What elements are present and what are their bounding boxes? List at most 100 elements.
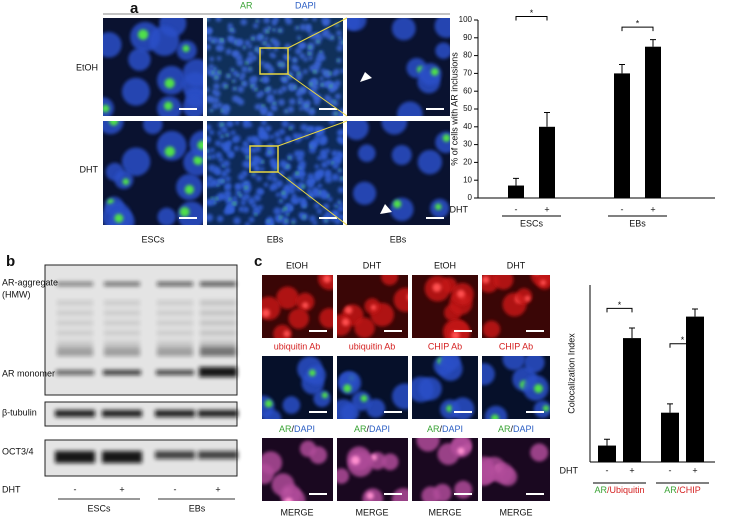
inclusion bbox=[524, 295, 531, 302]
cell bbox=[347, 451, 374, 477]
cells bbox=[207, 18, 343, 116]
bar bbox=[623, 338, 641, 462]
cell bbox=[221, 81, 229, 89]
inclusion bbox=[264, 399, 273, 408]
cell bbox=[332, 84, 339, 91]
treatment: - bbox=[174, 484, 177, 494]
inclusion bbox=[197, 140, 203, 150]
cell bbox=[391, 18, 416, 41]
separator: / bbox=[439, 424, 442, 434]
inclusion bbox=[282, 191, 285, 195]
cell bbox=[311, 83, 319, 91]
inclusion bbox=[252, 172, 255, 175]
cell bbox=[232, 70, 239, 76]
micrograph bbox=[412, 275, 478, 338]
cell bbox=[333, 203, 339, 209]
cell bbox=[266, 96, 274, 104]
inclusion bbox=[122, 178, 130, 186]
cell bbox=[297, 96, 303, 102]
cell bbox=[289, 188, 296, 195]
cell bbox=[336, 136, 343, 143]
cell bbox=[295, 292, 315, 312]
zoom-box bbox=[259, 47, 289, 75]
cell bbox=[222, 160, 230, 168]
cell bbox=[296, 88, 304, 95]
inclusion bbox=[321, 392, 328, 399]
cell bbox=[288, 123, 295, 131]
antibody-label: CHIP Ab bbox=[499, 341, 533, 351]
cell bbox=[340, 112, 343, 116]
cell bbox=[272, 89, 278, 95]
cell bbox=[325, 70, 330, 76]
bar bbox=[508, 185, 524, 198]
inclusion bbox=[284, 497, 293, 501]
cell bbox=[275, 192, 281, 198]
cell bbox=[207, 66, 210, 72]
error-bar bbox=[650, 39, 656, 47]
panel-label: c bbox=[254, 253, 262, 270]
cell bbox=[295, 75, 302, 82]
inclusion bbox=[490, 414, 499, 419]
blot-band bbox=[155, 451, 195, 459]
inclusion bbox=[542, 405, 550, 412]
blot-band bbox=[157, 346, 193, 356]
cells bbox=[337, 371, 408, 419]
cell bbox=[322, 203, 330, 210]
cell bbox=[391, 144, 412, 166]
cell bbox=[332, 71, 338, 77]
antibody-label: CHIP Ab bbox=[428, 341, 462, 351]
blot-band bbox=[57, 330, 93, 336]
cell bbox=[218, 157, 224, 163]
cell bbox=[225, 48, 232, 55]
inclusion bbox=[207, 18, 208, 21]
cell bbox=[284, 18, 290, 21]
row-label: EtOH bbox=[76, 62, 98, 72]
blot-band bbox=[104, 310, 140, 316]
cell bbox=[273, 41, 281, 48]
cell bbox=[316, 208, 323, 214]
cell bbox=[211, 102, 219, 110]
inclusion bbox=[210, 109, 213, 112]
cell bbox=[207, 35, 213, 42]
cell bbox=[339, 129, 343, 135]
cell bbox=[250, 135, 258, 143]
separator: / bbox=[291, 424, 294, 434]
significance-label: * bbox=[681, 335, 685, 345]
cell bbox=[288, 98, 296, 106]
cell bbox=[299, 23, 307, 31]
cell bbox=[209, 56, 215, 62]
merge-label: MERGE bbox=[428, 507, 461, 517]
cell bbox=[224, 167, 231, 174]
blot-band bbox=[55, 410, 95, 417]
cell bbox=[275, 137, 283, 145]
cell bbox=[236, 59, 244, 67]
bar bbox=[661, 412, 679, 462]
inclusion bbox=[246, 156, 249, 159]
blot-band bbox=[198, 410, 238, 417]
blot-band bbox=[200, 330, 236, 336]
cell bbox=[290, 218, 297, 225]
inclusion bbox=[220, 38, 223, 42]
separator: / bbox=[607, 485, 610, 495]
blot-band bbox=[103, 370, 141, 375]
arrowhead bbox=[380, 204, 392, 214]
cell bbox=[305, 178, 313, 186]
cell bbox=[240, 72, 246, 78]
channel: AR bbox=[498, 424, 511, 434]
significance-bracket bbox=[621, 26, 654, 32]
cell bbox=[325, 148, 331, 154]
antibody-label: ubiquitin Ab bbox=[274, 341, 321, 351]
cell bbox=[451, 397, 475, 419]
cell bbox=[314, 164, 320, 169]
inclusion bbox=[255, 49, 257, 51]
inclusion bbox=[267, 220, 270, 223]
cell bbox=[241, 170, 249, 177]
treatment-label: DHT bbox=[2, 484, 21, 494]
cell bbox=[229, 208, 235, 213]
cell bbox=[454, 480, 473, 499]
bar bbox=[645, 46, 661, 199]
cell bbox=[493, 275, 514, 290]
channel-label: AR bbox=[240, 0, 253, 10]
inclusion bbox=[283, 330, 291, 338]
